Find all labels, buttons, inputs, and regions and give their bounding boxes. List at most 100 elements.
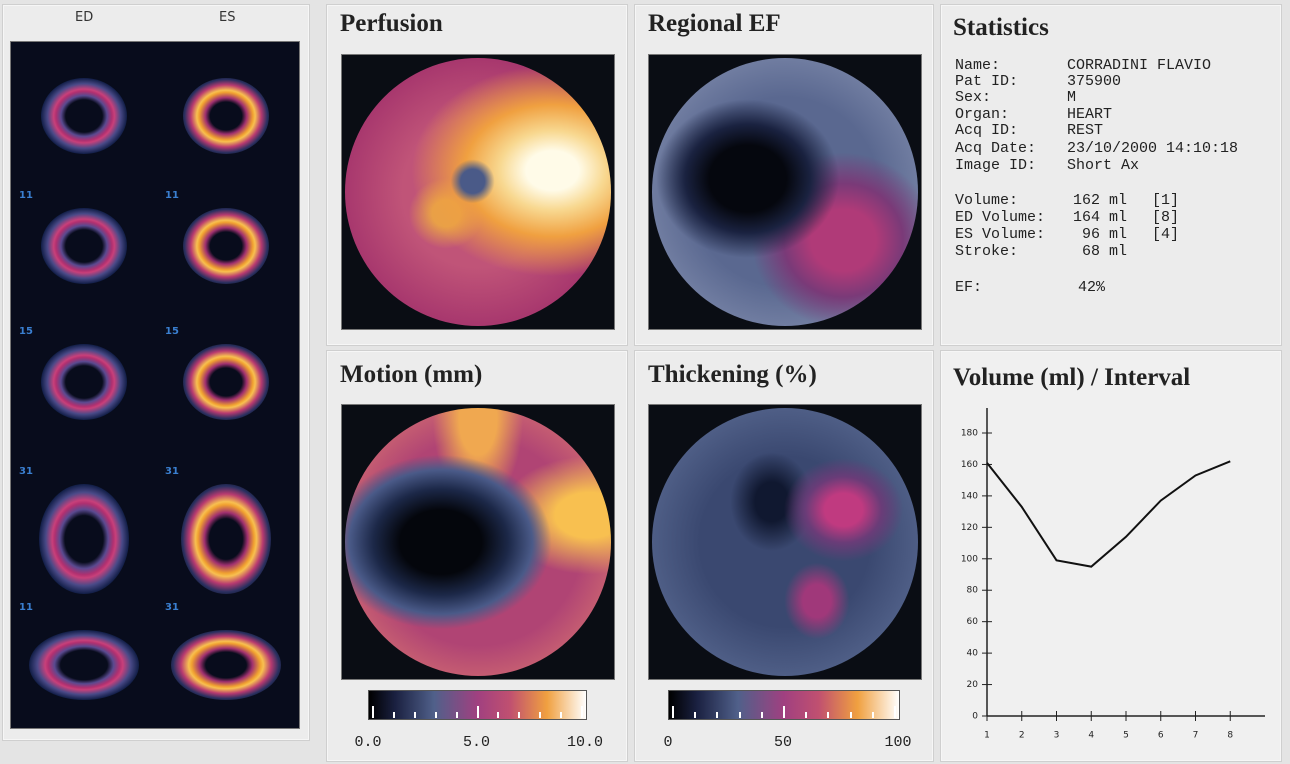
panel-title: Thickening (%) xyxy=(648,361,817,388)
slice-ring xyxy=(41,78,127,154)
slice-ring xyxy=(29,630,139,700)
scale-label: 0 xyxy=(663,734,673,751)
y-tick-label: 40 xyxy=(967,649,979,659)
scale-tick xyxy=(871,712,874,718)
y-tick-label: 0 xyxy=(972,712,978,722)
slice-label: 15 xyxy=(165,326,179,337)
stat-value: 23/10/2000 14:10:18 xyxy=(1067,140,1239,157)
polar-map xyxy=(648,404,922,680)
scale-tick xyxy=(849,712,852,718)
scale-tick xyxy=(372,706,374,718)
scale-tick xyxy=(518,712,521,718)
motion-disc xyxy=(345,408,611,676)
slice-ring xyxy=(183,78,269,154)
scale-tick xyxy=(581,706,583,718)
scale-tick xyxy=(476,706,479,718)
stat-index: [1] xyxy=(1152,192,1180,209)
scale-tick xyxy=(560,712,563,718)
column-header: ED xyxy=(75,10,94,25)
chart-title: Volume (ml) / Interval xyxy=(953,364,1191,391)
scale-tick xyxy=(455,712,458,718)
scale-label: 5.0 xyxy=(462,734,491,751)
panel-title: Perfusion xyxy=(340,10,443,37)
scale-tick xyxy=(783,706,785,718)
stat-label: Acq Date: xyxy=(955,140,1037,157)
stat-value: 68 ml xyxy=(1081,243,1127,260)
panel-title: Motion (mm) xyxy=(340,361,483,388)
y-tick-label: 20 xyxy=(967,680,979,690)
slice-label: 11 xyxy=(165,190,179,201)
polar-map xyxy=(341,54,615,330)
stat-label: Organ: xyxy=(955,106,1010,123)
slice-ring xyxy=(181,484,271,594)
slice-ring xyxy=(39,484,129,594)
stat-value: HEART xyxy=(1067,106,1113,123)
stat-label: Stroke: xyxy=(955,243,1019,260)
y-tick-label: 100 xyxy=(961,554,978,564)
scale-tick xyxy=(760,712,763,718)
x-tick-label: 3 xyxy=(1054,731,1060,741)
scale-tick xyxy=(805,712,808,718)
x-tick-label: 4 xyxy=(1088,731,1094,741)
column-header: ES xyxy=(219,10,236,25)
scale-label: 100 xyxy=(884,734,912,751)
stat-label: EF: xyxy=(955,279,983,296)
polar-map xyxy=(648,54,922,330)
stat-label: ED Volume: xyxy=(955,209,1046,226)
slice-ring xyxy=(41,208,127,284)
scale-tick xyxy=(738,712,741,718)
y-tick-label: 160 xyxy=(961,460,978,470)
stat-value: 162 ml xyxy=(1072,192,1127,209)
stat-label: Volume: xyxy=(955,192,1019,209)
perfusion-disc xyxy=(345,58,611,326)
scale-tick xyxy=(497,712,500,718)
scale-tick xyxy=(413,712,416,718)
scale-tick xyxy=(539,712,542,718)
y-tick-label: 60 xyxy=(967,617,979,627)
x-tick-label: 6 xyxy=(1158,731,1164,741)
scale-tick xyxy=(392,712,395,718)
panel-title: Regional EF xyxy=(648,10,781,37)
stat-label: Name: xyxy=(955,57,1001,74)
slice-label: 11 xyxy=(19,602,33,613)
stat-value: 96 ml xyxy=(1081,226,1127,243)
x-tick-label: 2 xyxy=(1019,731,1025,741)
stat-label: Sex: xyxy=(955,89,992,106)
y-tick-label: 120 xyxy=(961,523,978,533)
y-tick-label: 140 xyxy=(961,491,978,501)
slice-ring xyxy=(41,344,127,420)
stat-index: [8] xyxy=(1152,209,1180,226)
stat-label: Acq ID: xyxy=(955,122,1019,139)
scale-tick xyxy=(827,712,830,718)
scale-label: 50 xyxy=(773,734,793,751)
scale-tick xyxy=(694,712,697,718)
x-tick-label: 5 xyxy=(1123,731,1129,741)
thickening-disc xyxy=(652,408,918,676)
slice-label: 31 xyxy=(19,466,33,477)
scale-tick xyxy=(716,712,719,718)
slice-label: 31 xyxy=(165,602,179,613)
slice-image: 11 11 15 15 31 31 11 31 xyxy=(10,41,300,729)
slice-ring xyxy=(183,344,269,420)
scale-label: 10.0 xyxy=(566,734,604,751)
scale-tick xyxy=(434,712,437,718)
stat-label: Pat ID: xyxy=(955,73,1019,90)
chart-panel xyxy=(940,350,1282,762)
scale-tick xyxy=(672,706,674,718)
polar-map xyxy=(341,404,615,680)
x-tick-label: 8 xyxy=(1227,731,1233,741)
stat-value: Short Ax xyxy=(1067,157,1140,174)
slice-label: 15 xyxy=(19,326,33,337)
volume-line xyxy=(986,460,1231,568)
slice-ring xyxy=(171,630,281,700)
stat-value: 375900 xyxy=(1067,73,1122,90)
ef-disc xyxy=(652,58,918,326)
slice-ring xyxy=(183,208,269,284)
stat-value: 164 ml xyxy=(1072,209,1127,226)
stat-label: ES Volume: xyxy=(955,226,1046,243)
stat-label: Image ID: xyxy=(955,157,1037,174)
x-tick-label: 7 xyxy=(1193,731,1199,741)
slice-label: 11 xyxy=(19,190,33,201)
